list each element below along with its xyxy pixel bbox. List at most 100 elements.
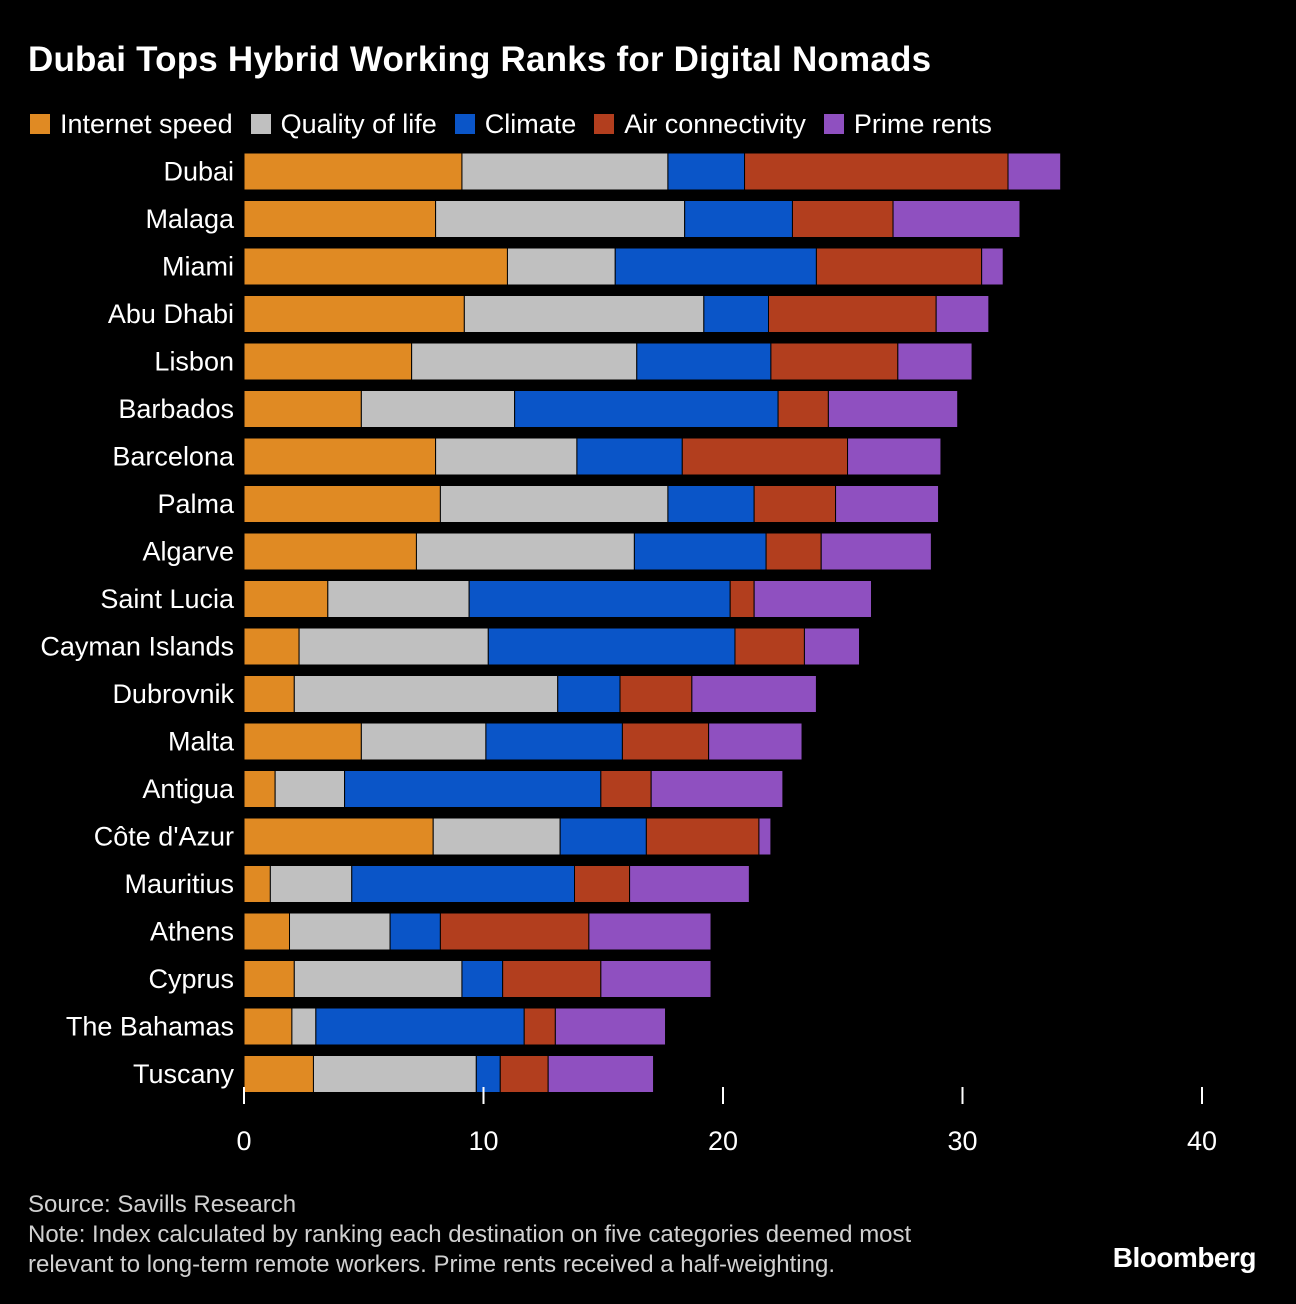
bar-abu-dhabi-prime-rents [935,295,990,333]
bar-lisbon-air-connectivity [770,342,899,381]
bar-malaga-prime-rents [892,200,1021,238]
bar-barcelona-air-connectivity [681,437,849,476]
bar-antigua-quality-of-life [274,770,346,808]
bar-barbados-internet-speed [243,390,362,428]
bar-cyprus-climate [461,960,504,998]
bar-tuscany-air-connectivity [499,1055,549,1093]
legend-label-internet-speed: Internet speed [60,108,233,139]
bar-athens-air-connectivity [439,912,590,951]
bar-abu-dhabi-internet-speed [243,295,465,333]
bar-cyprus-air-connectivity [502,960,602,998]
category-label-palma: Palma [157,489,235,519]
bar-barbados-air-connectivity [777,390,829,428]
bar-palma-internet-speed [243,485,441,523]
bar-malta-internet-speed [243,722,362,761]
chart-title: Dubai Tops Hybrid Working Ranks for Digi… [28,40,932,79]
legend-label-air-connectivity: Air connectivity [624,108,806,139]
category-label-lisbon: Lisbon [154,347,234,377]
bar-abu-dhabi-quality-of-life [463,295,705,333]
bar-lisbon-prime-rents [897,342,973,381]
bar-dubai-climate [667,152,746,191]
category-label-barcelona: Barcelona [112,442,235,472]
bar-lisbon-climate [636,342,772,381]
bar-tuscany-climate [475,1055,501,1093]
bar-miami-prime-rents [981,247,1004,286]
bar-the-bahamas-internet-speed [243,1007,293,1046]
bar-cote-d-azur-air-connectivity [645,817,760,856]
bar-barbados-climate [514,390,779,428]
bar-cayman-islands-prime-rents [803,627,861,666]
note-line-2: relevant to long-term remote workers. Pr… [28,1251,835,1278]
bar-tuscany-prime-rents [547,1055,655,1093]
x-tick-label-40: 40 [1187,1126,1217,1156]
bar-dubai-quality-of-life [461,152,669,191]
bar-palma-air-connectivity [753,485,837,523]
bar-tuscany-quality-of-life [312,1055,477,1093]
legend-item-quality-of-life: Quality of life [250,108,437,140]
legend-swatch-internet-speed [30,114,50,134]
bar-cayman-islands-air-connectivity [734,627,805,666]
bar-mauritius-quality-of-life [269,865,353,903]
bar-malta-prime-rents [708,722,803,761]
bar-cote-d-azur-quality-of-life [432,817,561,856]
bar-malta-air-connectivity [621,722,710,761]
category-label-malaga: Malaga [145,204,235,234]
bar-dubrovnik-internet-speed [243,675,295,713]
bar-cayman-islands-internet-speed [243,627,300,666]
bar-barcelona-prime-rents [847,437,942,476]
bar-cote-d-azur-prime-rents [758,817,772,856]
bar-antigua-air-connectivity [600,770,652,808]
legend-item-climate: Climate [454,109,576,140]
bar-palma-prime-rents [835,485,940,523]
bar-athens-quality-of-life [289,912,391,951]
legend-item-prime-rents: Prime rents [823,109,992,140]
bar-cayman-islands-climate [487,627,736,666]
category-label-miami: Miami [162,252,234,282]
category-label-cayman-islands: Cayman Islands [40,632,234,662]
bar-malaga-air-connectivity [791,200,894,238]
category-label-abu-dhabi: Abu Dhabi [108,299,234,329]
bar-mauritius-air-connectivity [574,865,631,903]
category-label-algarve: Algarve [142,537,234,567]
category-label-saint-lucia: Saint Lucia [100,584,235,614]
bar-miami-climate [614,247,817,286]
bar-lisbon-quality-of-life [411,342,638,381]
bar-cyprus-prime-rents [600,960,712,998]
bar-athens-climate [389,912,441,951]
bar-athens-prime-rents [588,912,712,951]
bar-mauritius-internet-speed [243,865,271,903]
stacked-bar-chart: Dubai Malaga Miami Abu Dhabi Lisbon Barbados B… [40,152,1217,1156]
bar-the-bahamas-air-connectivity [523,1007,556,1046]
category-label-athens: Athens [150,917,234,947]
source-note: Source: Savills Research [28,1191,297,1218]
legend-swatch-quality-of-life [250,114,271,134]
bar-barbados-quality-of-life [360,390,516,428]
bar-dubai-air-connectivity [744,152,1009,191]
legend-item-air-connectivity: Air connectivity [594,109,806,140]
bar-mauritius-climate [351,865,576,903]
bar-malta-quality-of-life [360,722,487,761]
legend-swatch-air-connectivity [594,114,615,134]
bar-abu-dhabi-climate [703,295,770,333]
bar-cote-d-azur-internet-speed [243,817,434,856]
bar-mauritius-prime-rents [629,865,750,903]
bar-athens-internet-speed [243,912,291,951]
bar-dubrovnik-prime-rents [691,675,817,713]
legend-label-quality-of-life: Quality of life [280,108,437,139]
bloomberg-logo: Bloomberg [1112,1242,1257,1273]
bar-miami-internet-speed [243,247,508,286]
category-label-dubrovnik: Dubrovnik [112,679,234,709]
bar-cyprus-internet-speed [243,960,295,998]
legend-swatch-prime-rents [823,114,844,134]
bar-palma-climate [667,485,755,523]
bar-antigua-climate [344,770,602,808]
bar-barcelona-climate [576,437,683,476]
category-label-the-bahamas: The Bahamas [66,1012,234,1042]
legend-item-internet-speed: Internet speed [30,109,233,140]
bar-dubai-internet-speed [243,152,463,191]
category-label-barbados: Barbados [118,394,234,424]
legend-swatch-climate [454,114,475,134]
bar-algarve-prime-rents [820,532,932,571]
x-tick-label-30: 30 [947,1126,977,1156]
legend: Internet speed Quality of life Climate A… [30,106,1010,142]
